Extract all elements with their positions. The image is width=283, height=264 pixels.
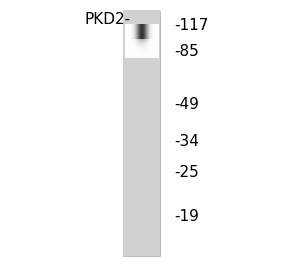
Text: -49: -49 [174, 97, 199, 112]
Text: -85: -85 [174, 44, 199, 59]
Text: -25: -25 [174, 166, 199, 180]
Text: -34: -34 [174, 134, 199, 149]
Text: -117: -117 [174, 18, 208, 32]
Bar [123, 11, 160, 256]
Text: PKD2-: PKD2- [84, 12, 130, 26]
Text: -19: -19 [174, 209, 199, 224]
